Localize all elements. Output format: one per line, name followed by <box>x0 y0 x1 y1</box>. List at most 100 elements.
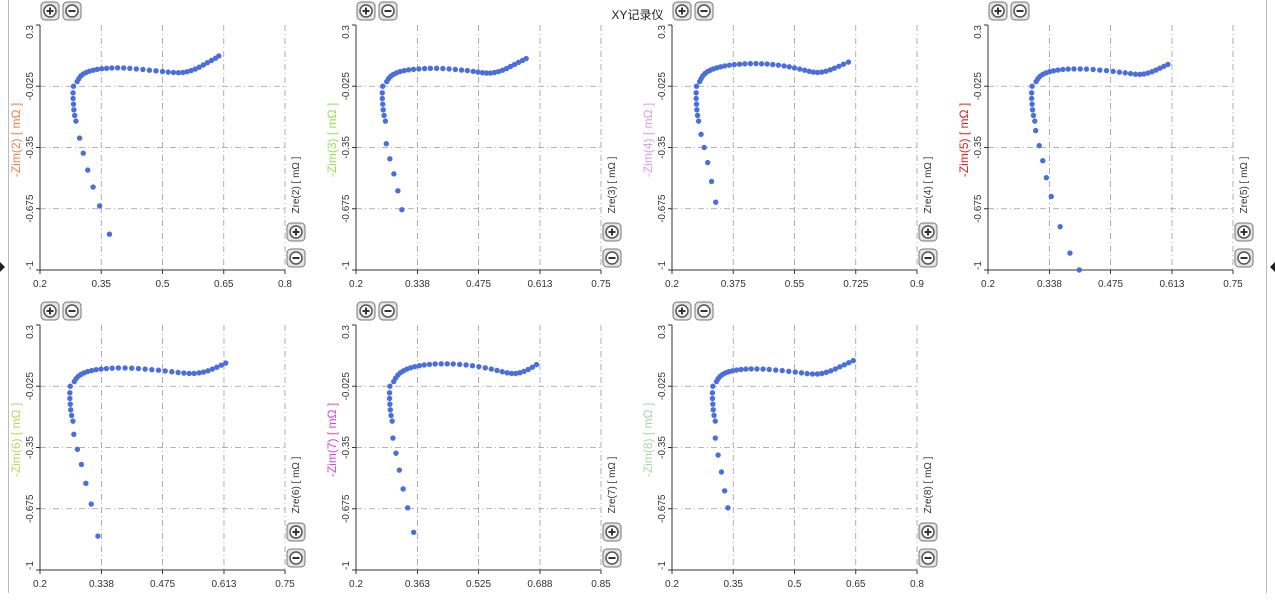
data-point <box>379 90 385 96</box>
y-axis-title: -Zim(6) [ mΩ ] <box>9 403 23 477</box>
x-axis-title: Zre(8) [ mΩ ] <box>923 456 934 513</box>
zoom-in-y-button[interactable] <box>672 1 692 21</box>
zoom-out-y-button[interactable] <box>694 1 714 21</box>
x-tick-label: 0.725 <box>843 279 868 290</box>
data-point <box>722 63 728 69</box>
zoom-in-y-button[interactable] <box>356 301 376 321</box>
data-point <box>175 69 182 76</box>
y-tick-label: -0.025 <box>25 72 36 101</box>
y-axis-title: -Zim(5) [ mΩ ] <box>957 103 971 177</box>
zoom-out-x-button[interactable] <box>602 548 622 568</box>
zoom-out-y-button[interactable] <box>378 1 398 21</box>
data-point <box>67 390 73 396</box>
data-point <box>760 366 766 372</box>
data-point <box>98 66 105 72</box>
zoom-in-y-button[interactable] <box>40 301 60 321</box>
zoom-out-x-button[interactable] <box>286 548 306 568</box>
data-point <box>1165 61 1171 68</box>
data-point <box>68 412 75 419</box>
data-point <box>1028 95 1035 102</box>
data-point <box>387 156 393 162</box>
data-point <box>70 90 76 96</box>
zoom-out-x-button[interactable] <box>918 248 938 268</box>
data-point <box>1083 66 1090 72</box>
zoom-in-x-button[interactable] <box>918 222 938 242</box>
data-point <box>70 83 77 89</box>
zoom-out-y-button[interactable] <box>1010 1 1030 21</box>
data-point <box>710 401 716 407</box>
zoom-out-x-button[interactable] <box>286 248 306 268</box>
data-point <box>806 68 812 75</box>
y-tick-label: -1 <box>657 561 668 570</box>
data-point <box>1132 71 1139 77</box>
data-point <box>713 199 719 205</box>
y-tick-label: -0.675 <box>657 194 668 223</box>
data-point <box>729 368 736 374</box>
data-point <box>399 206 405 213</box>
zoom-in-y-button[interactable] <box>40 1 60 21</box>
zoom-out-y-button[interactable] <box>62 1 82 21</box>
y-tick-label: -0.675 <box>973 194 984 223</box>
zoom-in-y-button[interactable] <box>988 1 1008 21</box>
zoom-in-x-button[interactable] <box>286 222 306 242</box>
data-point <box>1110 68 1116 75</box>
data-point <box>74 446 81 453</box>
data-point <box>184 69 190 75</box>
x-tick-label: 0.613 <box>527 279 552 290</box>
zoom-out-y-button[interactable] <box>694 301 714 321</box>
zoom-in-y-button[interactable] <box>672 301 692 321</box>
data-point <box>70 101 77 107</box>
data-point <box>456 361 463 368</box>
zoom-in-y-button[interactable] <box>356 1 376 21</box>
data-point <box>1127 70 1134 77</box>
data-point <box>416 66 422 72</box>
zoom-out-x-button[interactable] <box>1234 248 1254 268</box>
data-point <box>427 65 434 72</box>
data-point <box>463 362 469 368</box>
data-point <box>421 65 428 72</box>
y-tick-label: 0.3 <box>657 25 668 39</box>
data-point <box>95 533 101 539</box>
y-tick-label: -1 <box>657 261 668 270</box>
collapse-right-arrow-icon[interactable] <box>1270 262 1275 272</box>
data-point <box>432 361 438 367</box>
data-point <box>464 67 471 74</box>
zoom-out-x-button[interactable] <box>602 248 622 268</box>
zoom-in-x-button[interactable] <box>918 522 938 542</box>
x-tick-label: 0.338 <box>405 279 430 290</box>
collapse-left-arrow-icon[interactable] <box>0 262 5 272</box>
y-tick-label: -0.675 <box>25 194 36 223</box>
data-point <box>381 112 387 119</box>
x-tick-label: 0.688 <box>527 579 552 590</box>
data-point <box>452 66 459 73</box>
data-point <box>93 366 99 373</box>
zoom-out-y-button[interactable] <box>378 301 398 321</box>
data-point <box>483 70 490 76</box>
data-point <box>70 95 76 102</box>
zoom-out-x-button[interactable] <box>918 548 938 568</box>
x-tick-label: 0.2 <box>33 279 47 290</box>
zoom-in-x-button[interactable] <box>286 522 306 542</box>
x-tick-label: 0.2 <box>665 279 679 290</box>
data-point <box>67 395 73 402</box>
zoom-in-x-button[interactable] <box>1234 222 1254 242</box>
data-point <box>80 150 86 156</box>
data-point <box>1065 66 1071 72</box>
data-point <box>823 68 829 74</box>
data-point <box>380 83 386 89</box>
data-point <box>479 69 486 76</box>
data-point <box>96 203 103 209</box>
data-point <box>758 61 765 67</box>
chart-panel-2: 0.2 0.35 0.5 0.65 0.8 -1 -0.675 -0.35 -0.025 0.3 -… <box>9 1 306 290</box>
x-tick-label: 0.65 <box>846 579 866 590</box>
data-point <box>88 367 95 374</box>
x-tick-label: 0.85 <box>591 579 611 590</box>
zoom-in-x-button[interactable] <box>602 222 622 242</box>
data-point <box>127 65 133 72</box>
data-point <box>710 407 716 413</box>
zoom-in-x-button[interactable] <box>602 522 622 542</box>
y-tick-label: -0.025 <box>341 372 352 401</box>
data-point <box>159 68 166 75</box>
y-axis-title: -Zim(3) [ mΩ ] <box>325 103 339 177</box>
zoom-out-y-button[interactable] <box>62 301 82 321</box>
